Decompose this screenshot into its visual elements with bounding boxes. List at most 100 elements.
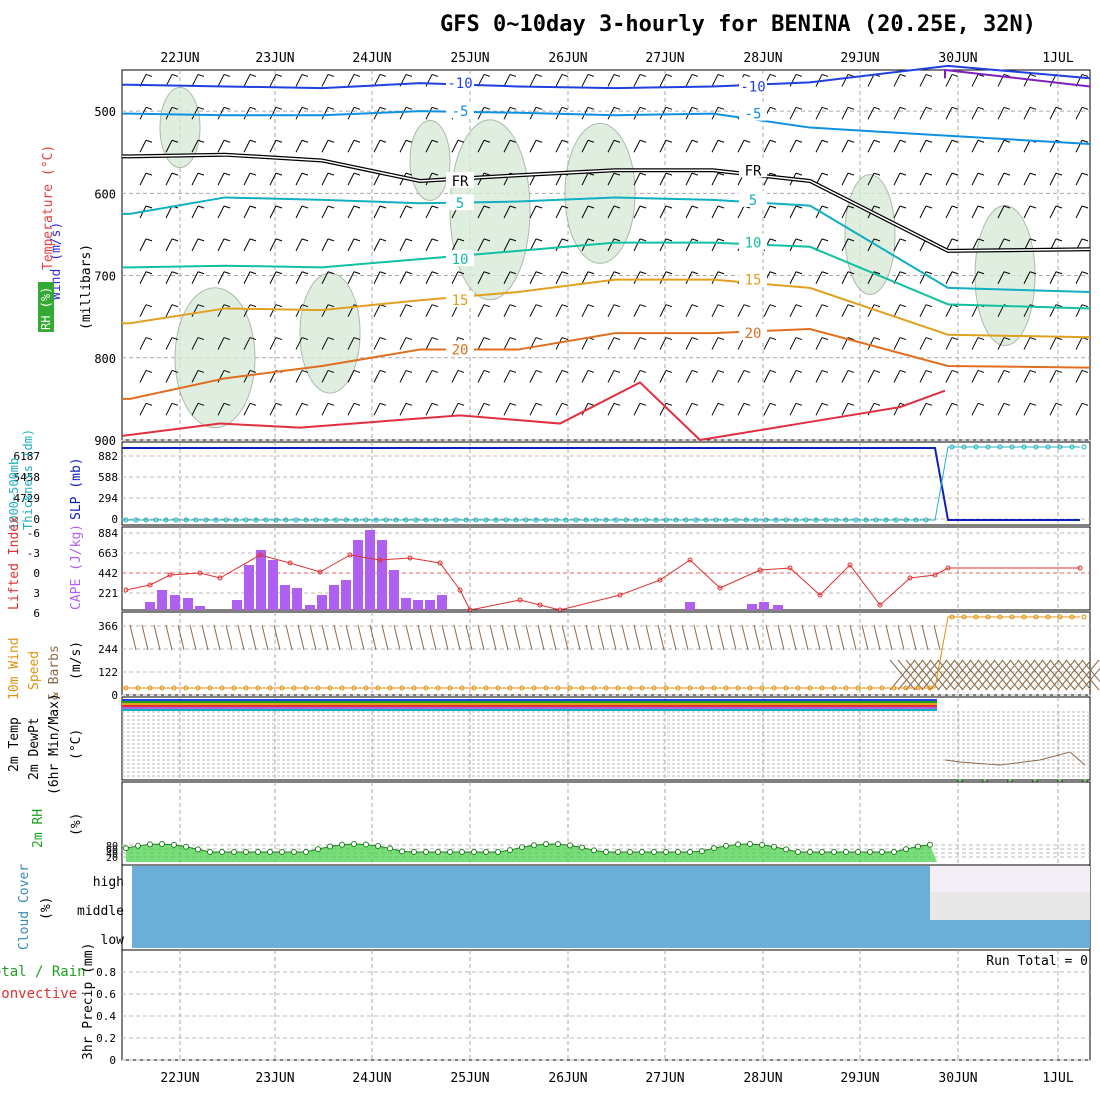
wind10-marker [543,685,549,691]
wind-barb [769,304,777,308]
wind-barb [379,73,387,77]
wind-barb [503,238,511,252]
wind-barb [431,271,439,275]
wind-barb [977,402,985,406]
wind-barb [893,304,901,317]
cloud-high-fill [930,866,1090,892]
run-total-label: Run Total = 0 [986,954,1088,969]
thickness-marker [1081,444,1087,450]
wind10-marker [795,685,801,691]
wind-barb [535,139,543,143]
wind-barb [353,271,361,275]
dewpt-label: 2m DewPt [27,717,42,780]
li-marker [407,555,413,561]
wind-barb [899,106,907,110]
wind-barb [347,403,355,416]
thickness-marker [793,517,799,523]
wind-barb [529,205,537,219]
cape-bar [280,585,290,610]
wind-barb [405,106,413,110]
wind-barb [295,337,303,350]
wind-barb [327,238,335,242]
wind-barb [379,106,387,110]
rh2m-marker [303,849,309,855]
li-tick: 6 [33,607,40,620]
wind-barb [197,238,205,242]
wind-barb [1075,403,1083,416]
wind-barb [425,238,433,252]
contour-label: -5 [745,107,762,123]
wind-barb [431,238,439,242]
wind-barb [477,271,485,285]
thickness-marker [223,517,229,523]
wind-barb [789,74,797,87]
wind-barb [717,205,725,209]
thickness-marker [353,517,359,523]
wind10-barb [765,624,773,651]
rh2m-marker [867,849,873,855]
wind-barb [685,139,693,153]
wind-barb [867,238,875,252]
wind10-barb [889,659,916,691]
rh2m-marker [831,849,837,855]
wind10-marker [855,685,861,691]
contour-label-bg [739,104,767,121]
wind-barb [353,402,361,406]
rh2m-marker [219,849,225,855]
wind-barb [841,304,849,317]
wind10-marker [387,685,393,691]
wind-barb [743,139,751,143]
li-marker [287,560,293,566]
wind-barb [301,73,309,77]
wind-barb [269,304,277,317]
thickness-marker [503,517,509,523]
wind-barb [925,73,933,77]
thickness-marker [833,517,839,523]
wind-barb [191,370,199,383]
wind-barb [737,205,745,219]
wind10-barb [285,624,293,651]
wind-barb [821,139,829,143]
wind-barb [223,73,231,77]
precip-tick: 0.6 [96,988,116,1001]
wind10-barb [393,624,401,651]
thickness-marker [743,517,749,523]
wind10-marker [255,685,261,691]
wind10-barb [789,624,797,651]
wind-barb [243,238,251,252]
wind-barb [217,172,225,186]
wind10-barb [937,659,964,691]
wind-barb [301,205,309,209]
contour-label-bg [446,250,474,267]
thickness-marker [143,517,149,523]
wind-barb [269,238,277,252]
wind-barb [815,403,823,416]
li-marker [907,575,913,581]
wind-barb [275,304,283,308]
wind-barb [1023,107,1031,120]
wind-barb [1023,205,1031,219]
wind-barb [685,337,693,350]
cape-bar [413,600,423,610]
wind-barb [633,271,641,285]
wind-barb [691,139,699,143]
contour-label-bg [446,172,474,188]
thickness-tick: 4729 [14,492,41,505]
contour-label: 15 [745,273,762,289]
wind-barb [795,73,803,77]
contour-label: FR [745,163,762,179]
wind-barb [379,238,387,242]
wind10-barb [321,624,329,651]
isotherm-line [122,278,1091,339]
thickness-marker [263,517,269,523]
wind-barb [899,271,907,275]
wind-barb [769,73,777,77]
wind-barb [483,402,491,406]
thickness-marker [663,517,669,523]
wind-barb [977,369,985,373]
wind-barb [301,337,309,341]
wind10-marker [279,685,285,691]
wind10-marker [1081,614,1087,620]
wind-barb [503,370,511,383]
wind-barb [327,402,335,406]
